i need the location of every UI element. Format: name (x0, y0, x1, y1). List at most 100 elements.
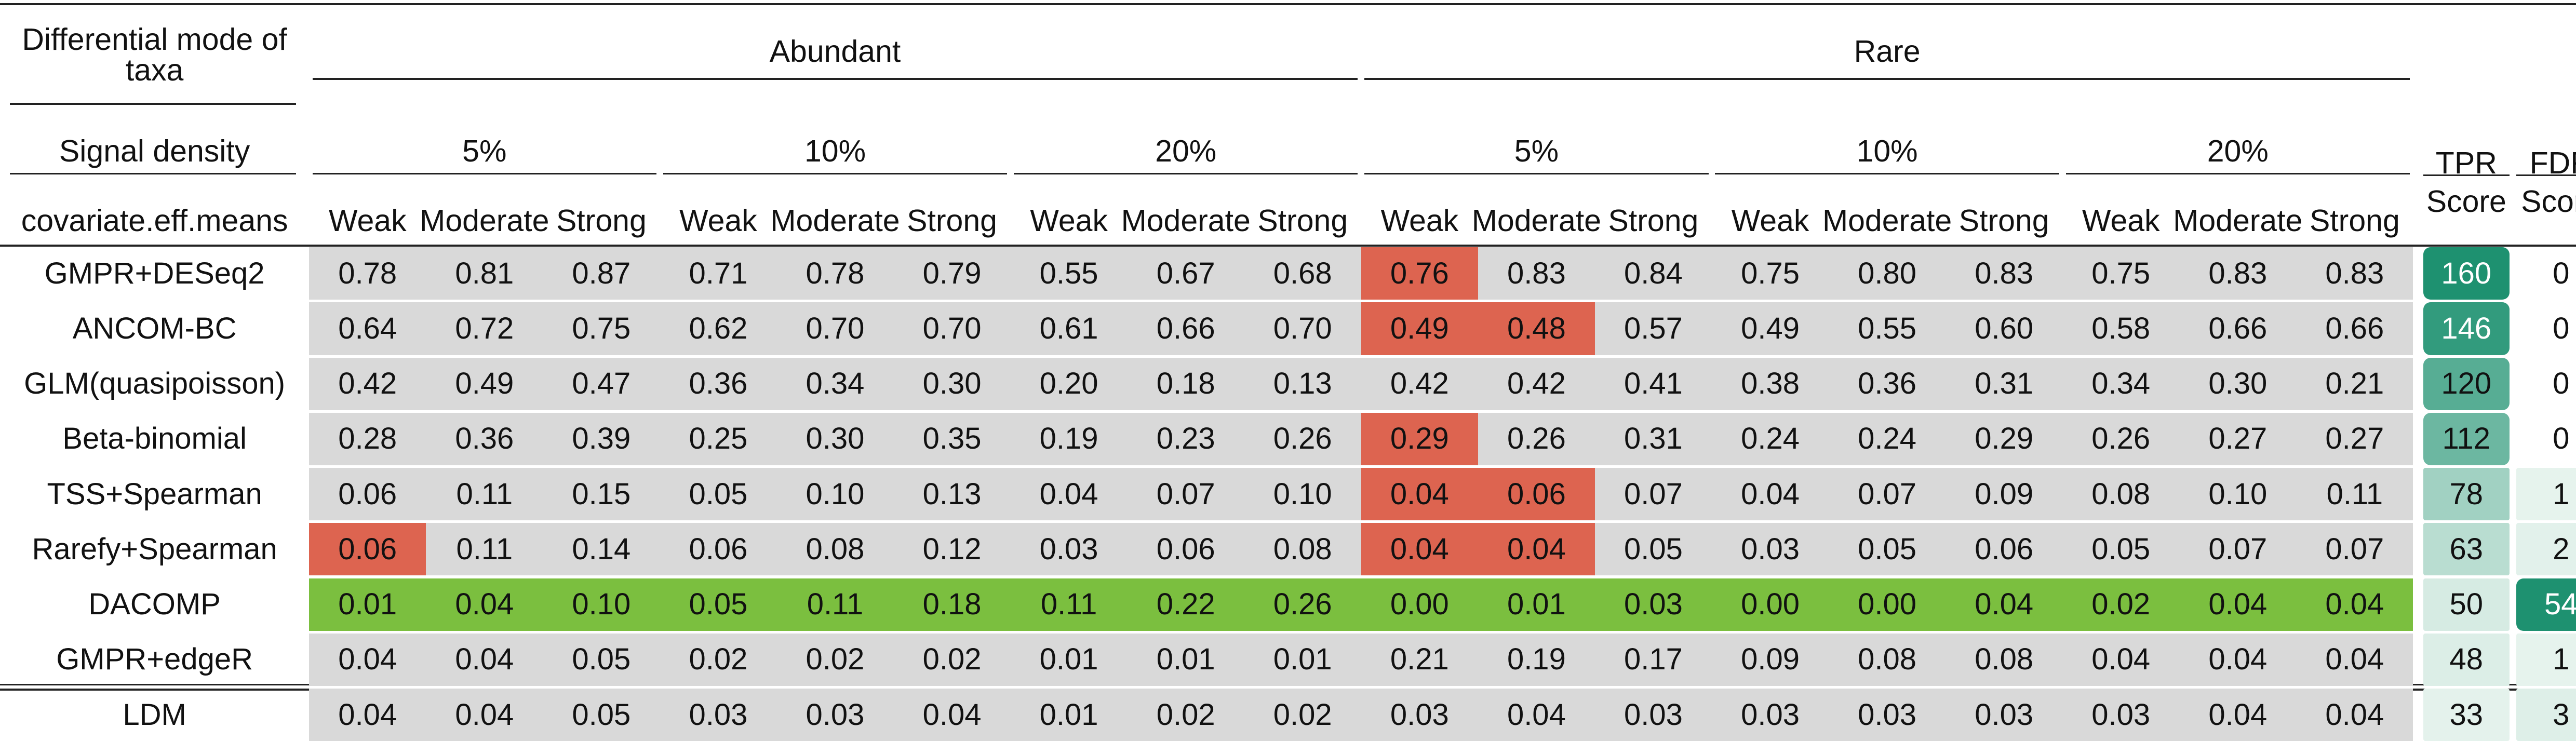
value-cell: 0.03 (1624, 587, 1683, 622)
value-cell: 0.11 (456, 532, 513, 566)
density-3-label: 5% (1514, 133, 1559, 168)
value-cell: 0.21 (2325, 367, 2384, 401)
effect-col-11-label: Strong (1608, 204, 1699, 238)
value-cell: 0.01 (1039, 697, 1098, 732)
value-cell: 0.66 (2208, 311, 2268, 345)
fdr-score: 0 (2553, 256, 2570, 290)
value-cell: 0.26 (2091, 422, 2151, 456)
value-cell: 0.05 (572, 642, 631, 677)
value-cell: 0.75 (2091, 256, 2151, 290)
value-cell: 0.04 (455, 642, 514, 677)
effect-col-7-label: Moderate (1121, 204, 1251, 238)
tpr-score-bar (2423, 357, 2510, 410)
value-cell: 0.01 (1507, 587, 1566, 622)
value-cell: 0.83 (1507, 256, 1566, 290)
value-cell: 0.05 (572, 697, 631, 732)
effect-col-2-label: Strong (556, 204, 647, 238)
value-cell: 0.03 (1624, 697, 1683, 732)
value-cell: 0.49 (1741, 311, 1800, 345)
value-cell: 0.04 (1390, 532, 1449, 566)
value-cell: 0.07 (1624, 477, 1683, 511)
density-4-label: 10% (1856, 133, 1918, 168)
density-2-label: 20% (1155, 133, 1217, 168)
value-cell: 0.13 (1273, 367, 1332, 401)
value-cell: 0.06 (338, 477, 397, 511)
value-cell: 0.05 (689, 477, 748, 511)
value-cell: 0.78 (806, 256, 865, 290)
fdr-score: 0 (2553, 311, 2570, 345)
red-highlight-cell (1361, 412, 1478, 465)
effect-col-9-label: Weak (1380, 204, 1459, 238)
value-cell: 0.04 (2208, 642, 2268, 677)
value-cell: 0.30 (806, 422, 865, 456)
value-cell: 0.21 (1390, 642, 1449, 677)
effect-col-4-label: Moderate (770, 204, 900, 238)
value-cell: 0.83 (2208, 256, 2268, 290)
tpr-label-underline (2423, 174, 2510, 177)
value-cell: 0.67 (1156, 256, 1215, 290)
value-cell: 0.17 (1624, 642, 1683, 677)
density-label: Signal density (59, 133, 250, 168)
effect-col-6-label: Weak (1030, 204, 1108, 238)
value-cell: 0.03 (1390, 697, 1449, 732)
value-cell: 0.19 (1507, 642, 1566, 677)
red-highlight-cell (309, 523, 426, 576)
value-cell: 0.07 (2208, 532, 2268, 566)
value-cell: 0.34 (806, 367, 865, 401)
effect-col-5-label: Strong (907, 204, 997, 238)
value-cell: 0.72 (455, 311, 514, 345)
density-0-label: 5% (462, 133, 507, 168)
value-cell: 0.02 (2091, 587, 2151, 622)
density-label-underline (10, 172, 296, 174)
value-cell: 0.87 (572, 256, 631, 290)
value-cell: 0.70 (806, 311, 865, 345)
value-cell: 0.22 (1156, 587, 1215, 622)
value-cell: 0.06 (1975, 532, 2034, 566)
value-cell: 0.06 (338, 532, 397, 566)
value-cell: 0.11 (1040, 587, 1097, 622)
value-cell: 0.04 (1741, 477, 1800, 511)
value-cell: 0.09 (1975, 477, 2034, 511)
value-cell: 0.01 (1156, 642, 1215, 677)
fdr-label: FDR Score (2521, 146, 2576, 219)
value-cell: 0.20 (1039, 367, 1098, 401)
value-cell: 0.05 (689, 587, 748, 622)
value-cell: 0.14 (572, 532, 631, 566)
value-cell: 0.06 (689, 532, 748, 566)
value-cell: 0.04 (1507, 697, 1566, 732)
value-cell: 0.78 (338, 256, 397, 290)
value-cell: 0.02 (1156, 697, 1215, 732)
value-cell: 0.49 (1390, 311, 1449, 345)
value-cell: 0.36 (1858, 367, 1917, 401)
value-cell: 0.80 (1858, 256, 1917, 290)
value-cell: 0.07 (1156, 477, 1215, 511)
value-cell: 0.03 (1975, 697, 2034, 732)
effect-col-17-label: Strong (2309, 204, 2400, 238)
value-cell: 0.58 (2091, 311, 2151, 345)
value-cell: 0.24 (1858, 422, 1917, 456)
value-cell: 0.03 (689, 697, 748, 732)
group-rare-label: Rare (1854, 34, 1921, 69)
effect-col-10-label: Moderate (1471, 204, 1602, 238)
value-cell: 0.71 (689, 256, 748, 290)
density-1-underline (663, 172, 1008, 174)
value-cell: 0.04 (2325, 642, 2384, 677)
value-cell: 0.04 (338, 642, 397, 677)
density-2-underline (1014, 172, 1358, 174)
tpr-score: 146 (2441, 311, 2492, 345)
fdr-score: 54 (2544, 587, 2576, 622)
value-cell: 0.84 (1624, 256, 1683, 290)
tpr-score: 160 (2441, 256, 2492, 290)
value-cell: 0.27 (2325, 422, 2384, 456)
value-cell: 0.03 (2091, 697, 2151, 732)
tpr-score-bar (2423, 302, 2510, 355)
value-cell: 0.60 (1975, 311, 2034, 345)
effect-col-0-label: Weak (328, 204, 407, 238)
value-cell: 0.04 (1390, 477, 1449, 511)
effect-col-3-label: Weak (679, 204, 757, 238)
fdr-score: 0 (2553, 367, 2570, 401)
density-0-underline (312, 172, 656, 174)
value-cell: 0.35 (922, 422, 982, 456)
effect-col-15-label: Weak (2082, 204, 2160, 238)
value-cell: 0.05 (2091, 532, 2151, 566)
